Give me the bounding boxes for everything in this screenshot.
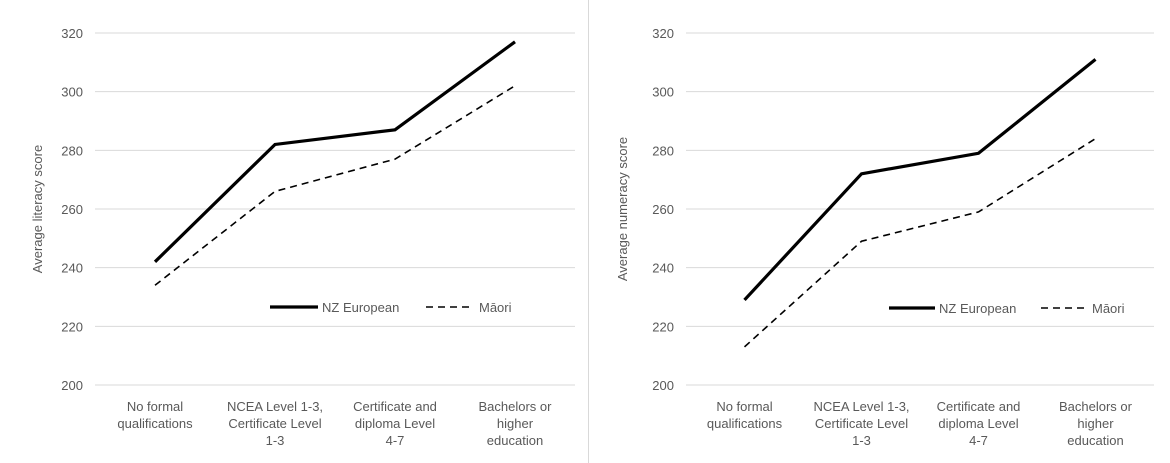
y-tick-label: 320: [61, 26, 83, 41]
x-tick-label-line: NCEA Level 1-3,: [813, 399, 909, 414]
y-tick-label: 320: [652, 26, 674, 41]
y-tick-label: 300: [652, 85, 674, 100]
x-tick-label: Bachelors or higher education: [1059, 399, 1133, 448]
x-tick-label-line: education: [487, 433, 543, 448]
x-tick-label: No formal qualifications: [707, 399, 783, 431]
y-tick-label: 240: [61, 261, 83, 276]
legend-label-maori: Māori: [479, 300, 512, 315]
x-tick-label: No formal qualifications: [117, 399, 193, 431]
x-tick-label-line: Certificate Level: [815, 416, 908, 431]
x-tick-label-line: No formal: [716, 399, 772, 414]
x-tick-label-line: higher: [497, 416, 534, 431]
legend-label-nz-european: NZ European: [939, 301, 1016, 316]
x-tick-label-line: higher: [1077, 416, 1114, 431]
x-tick-label: Certificate and diploma Level 4-7: [353, 399, 437, 448]
x-tick-label-line: education: [1067, 433, 1123, 448]
y-tick-label: 260: [61, 202, 83, 217]
x-tick-label: Bachelors or higher education: [479, 399, 553, 448]
y-tick-label: 220: [652, 319, 674, 334]
literacy-chart: 200 220 240 260 280 300 320 Average literacy sc…: [30, 26, 575, 448]
y-axis-label: Average numeracy score: [615, 137, 630, 281]
y-tick-label: 300: [61, 85, 83, 100]
x-tick-label-line: Certificate and: [353, 399, 437, 414]
legend-label-maori: Māori: [1092, 301, 1125, 316]
series-line-nz-european: [153, 40, 516, 263]
x-tick-label: NCEA Level 1-3, Certificate Level 1-3: [813, 399, 909, 448]
literacy-chart-panel: 200 220 240 260 280 300 320 Average literacy sc…: [30, 0, 589, 463]
numeracy-chart-panel: 200 220 240 260 280 300 320 Average numeracy sc…: [589, 0, 1170, 463]
legend-label-nz-european: NZ European: [322, 300, 399, 315]
y-axis-label: Average literacy score: [30, 145, 45, 273]
x-tick-label-line: 4-7: [386, 433, 405, 448]
x-tick-label-line: Certificate and: [937, 399, 1021, 414]
x-tick-label: Certificate and diploma Level 4-7: [937, 399, 1021, 448]
x-tick-label-line: diploma Level: [938, 416, 1018, 431]
x-tick-label-line: qualifications: [707, 416, 783, 431]
y-tick-label: 280: [61, 143, 83, 158]
y-tick-label: 200: [652, 378, 674, 393]
x-tick-label-line: 1-3: [266, 433, 285, 448]
y-tick-label: 220: [61, 319, 83, 334]
y-tick-label: 240: [652, 261, 674, 276]
y-tick-label: 280: [652, 143, 674, 158]
x-tick-label-line: NCEA Level 1-3,: [227, 399, 323, 414]
y-tick-label: 260: [652, 202, 674, 217]
series-line-nz-european: [743, 58, 1097, 302]
x-tick-label-line: No formal: [127, 399, 183, 414]
x-tick-label-line: Bachelors or: [479, 399, 553, 414]
x-tick-label-line: 1-3: [852, 433, 871, 448]
x-tick-label-line: 4-7: [969, 433, 988, 448]
x-tick-label-line: Certificate Level: [228, 416, 321, 431]
y-tick-label: 200: [61, 378, 83, 393]
numeracy-chart: 200 220 240 260 280 300 320 Average numeracy sc…: [615, 26, 1154, 448]
x-tick-label: NCEA Level 1-3, Certificate Level 1-3: [227, 399, 323, 448]
series-line-maori: [743, 137, 1096, 348]
x-tick-label-line: diploma Level: [355, 416, 435, 431]
x-tick-label-line: qualifications: [117, 416, 193, 431]
series-line-maori: [154, 85, 516, 286]
x-tick-label-line: Bachelors or: [1059, 399, 1133, 414]
